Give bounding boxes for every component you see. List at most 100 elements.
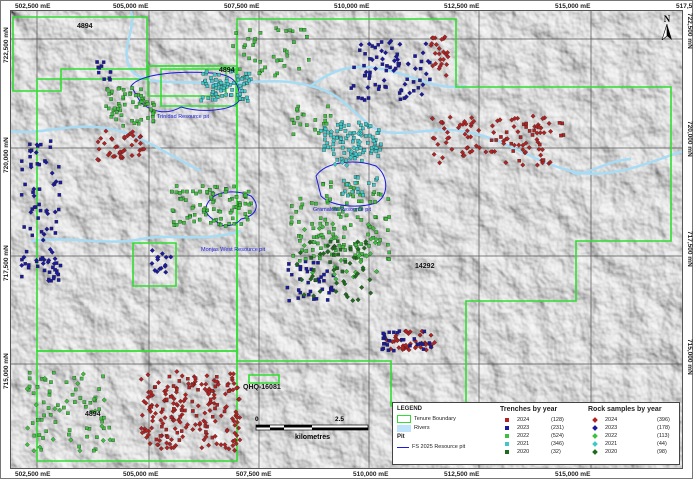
trench-point	[223, 190, 228, 194]
rock-legend-item: 2021 (44)	[592, 440, 673, 448]
trench-point	[387, 257, 391, 261]
rock-sample-point	[423, 71, 429, 77]
trench-point	[353, 156, 357, 161]
trench-point	[209, 221, 213, 225]
trench-point	[321, 182, 325, 187]
trench-point	[132, 121, 137, 125]
rock-sample-point	[333, 289, 339, 294]
rock-sample-point	[154, 442, 160, 448]
rock-sample-point	[433, 42, 439, 48]
rock-sample-point	[511, 124, 517, 130]
trench-legend-item: 2024 (128)	[505, 416, 575, 424]
trench-point	[36, 216, 40, 220]
trench-point	[557, 121, 562, 125]
trench-point	[246, 37, 251, 41]
rock-sample-point	[41, 231, 47, 237]
map-canvas[interactable]: 4894 4894 4894 14292 QHQ-16081 Trinidad …	[10, 10, 683, 469]
trench-point	[358, 48, 362, 52]
trench-point	[182, 220, 186, 225]
rock-sample-point	[202, 420, 208, 426]
trench-point	[95, 435, 99, 439]
rock-sample-point	[441, 126, 447, 131]
rock-sample-point	[33, 402, 39, 408]
trench-point	[229, 93, 234, 97]
trench-point	[190, 206, 195, 210]
rock-sample-point	[138, 376, 144, 382]
trench-point	[51, 370, 56, 375]
trench-point	[263, 65, 267, 70]
trench-point	[200, 95, 205, 100]
trench-point	[51, 265, 55, 270]
trench-point	[164, 397, 169, 402]
trench-point	[37, 433, 42, 437]
trench-point	[518, 135, 523, 139]
rock-sample-point	[462, 131, 468, 137]
rock-sample-point	[520, 162, 526, 168]
trench-point	[418, 66, 423, 71]
trench-point	[416, 342, 420, 347]
trench-point	[241, 82, 246, 87]
rock-sample-point	[407, 90, 413, 96]
rock-sample-point	[526, 145, 532, 151]
rock-sample-point	[19, 262, 25, 268]
rock-sample-point	[137, 140, 143, 146]
trench-point	[295, 107, 299, 112]
trench-point	[312, 235, 316, 239]
trench-point	[107, 92, 111, 96]
trench-point	[343, 189, 347, 194]
rock-sample-point	[391, 58, 397, 64]
trench-point	[331, 232, 336, 237]
trench-point	[362, 148, 367, 152]
rock-sample-point	[423, 41, 429, 47]
rock-sample-point	[224, 404, 229, 410]
rock-sample-point	[231, 418, 237, 424]
rock-sample-point	[143, 400, 149, 406]
trench-point	[318, 216, 323, 220]
trench-point	[247, 202, 251, 207]
trench-point	[37, 162, 42, 167]
trench-point	[134, 105, 139, 109]
trench-point	[352, 136, 356, 140]
rock-sample-point	[352, 273, 358, 279]
trench-point	[198, 203, 202, 207]
rock-sample-point	[64, 398, 70, 404]
trench-point	[248, 28, 252, 32]
trench-point	[210, 79, 214, 83]
rock-sample-point	[398, 87, 404, 93]
rock-sample-point	[325, 243, 331, 249]
trench-point	[351, 139, 355, 144]
trench-point	[110, 89, 114, 94]
trench-point	[416, 86, 421, 90]
rock-sample-point	[388, 38, 394, 44]
trench-point	[355, 186, 360, 191]
trench-point	[38, 208, 43, 213]
trench-point	[329, 133, 333, 138]
trench-point	[371, 139, 376, 143]
rock-year: 2024	[605, 417, 618, 423]
trench-point	[316, 131, 321, 135]
trench-point	[291, 254, 295, 258]
trench-point	[398, 97, 403, 102]
rock-sample-point	[443, 72, 449, 78]
rock-sample-point	[105, 152, 111, 158]
trench-point	[319, 233, 324, 237]
trench-point	[380, 62, 385, 66]
trench-point	[428, 77, 432, 82]
trench-point	[343, 129, 348, 133]
rock-sample-point	[203, 434, 209, 440]
rock-sample-point	[218, 442, 224, 448]
trench-point	[232, 81, 236, 85]
trench-point	[72, 375, 77, 380]
rock-sample-point	[331, 138, 337, 144]
rock-sample-point	[530, 113, 536, 119]
rock-sample-point	[118, 153, 124, 159]
trench-point	[348, 223, 353, 227]
rock-sample-point	[101, 140, 107, 146]
rock-sample-point	[373, 66, 378, 72]
rock-sample-point	[229, 375, 235, 381]
trench-point	[374, 149, 378, 154]
trench-point	[366, 232, 370, 237]
trench-point	[227, 198, 232, 202]
rock-sample-point	[145, 432, 151, 438]
trench-point	[172, 407, 176, 411]
